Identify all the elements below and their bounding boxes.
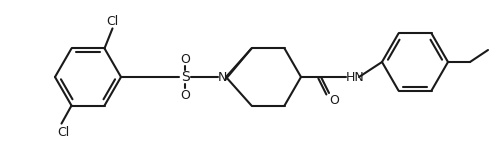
Text: Cl: Cl [106,15,119,28]
Text: Cl: Cl [58,126,70,139]
Text: O: O [180,89,190,101]
Text: N: N [217,71,227,83]
Text: O: O [180,53,190,65]
Text: HN: HN [346,71,365,83]
Text: O: O [329,93,339,107]
Text: S: S [181,70,189,84]
